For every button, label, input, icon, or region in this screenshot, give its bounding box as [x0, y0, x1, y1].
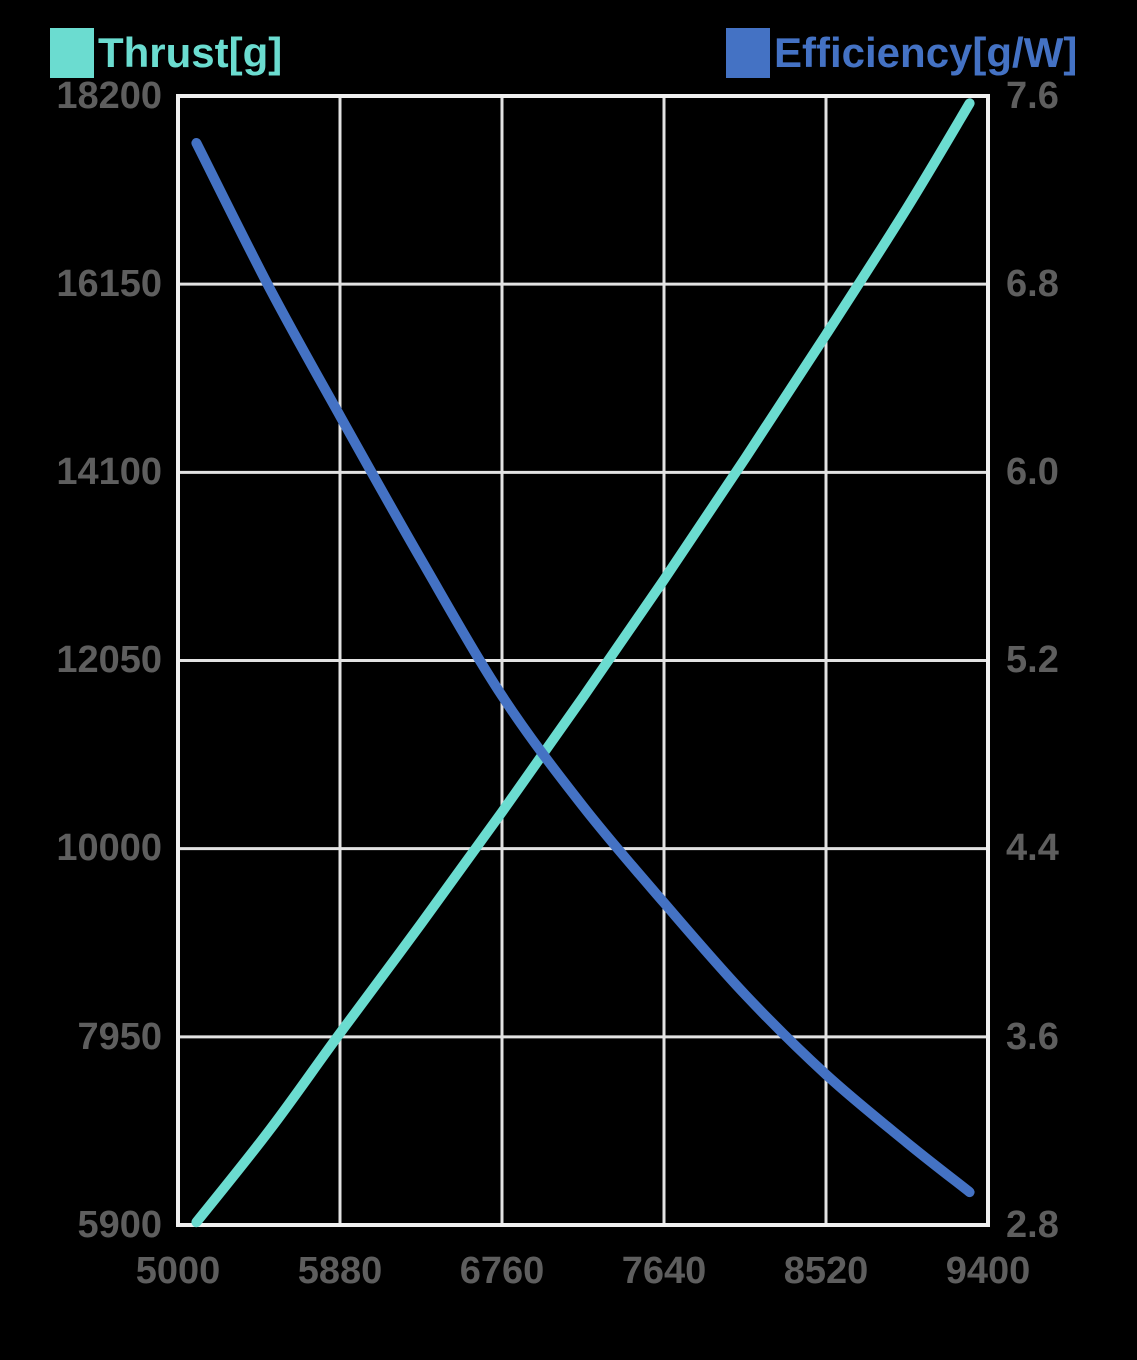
x-tick: 5880 [297, 1250, 383, 1292]
y-right-tick: 7.6 [1006, 75, 1059, 117]
x-tick: 9400 [945, 1250, 1031, 1292]
y-left-tick: 7950 [77, 1016, 162, 1058]
y-left-tick: 16150 [56, 263, 162, 305]
series-thrust [191, 98, 975, 1228]
legend-item-efficiency: Efficiency[g/W] [726, 28, 1077, 78]
x-tick: 6760 [459, 1250, 545, 1292]
efficiency-legend-swatch [726, 28, 770, 78]
y-left-tick: 5900 [77, 1204, 162, 1246]
efficiency-legend-label: Efficiency[g/W] [774, 29, 1078, 76]
y-right-tick: 6.8 [1006, 263, 1059, 305]
y-right-tick: 4.4 [1006, 827, 1059, 869]
y-right-tick: 2.8 [1006, 1204, 1059, 1246]
y-left-tick: 18200 [56, 75, 162, 117]
x-tick: 8520 [783, 1250, 869, 1292]
y-left-tick: 12050 [56, 639, 162, 681]
x-tick: 7640 [621, 1250, 707, 1292]
x-tick: 5000 [135, 1250, 221, 1292]
series-efficiency [191, 138, 975, 1198]
thrust-legend-label: Thrust[g] [98, 29, 283, 76]
y-left-tick: 10000 [56, 827, 162, 869]
y-right-tick: 3.6 [1006, 1016, 1059, 1058]
y-right-tick: 6.0 [1006, 451, 1059, 493]
legend-item-thrust: Thrust[g] [50, 28, 282, 78]
thrust-legend-swatch [50, 28, 94, 78]
y-right-tick: 5.2 [1006, 639, 1059, 681]
y-left-tick: 14100 [56, 451, 162, 493]
